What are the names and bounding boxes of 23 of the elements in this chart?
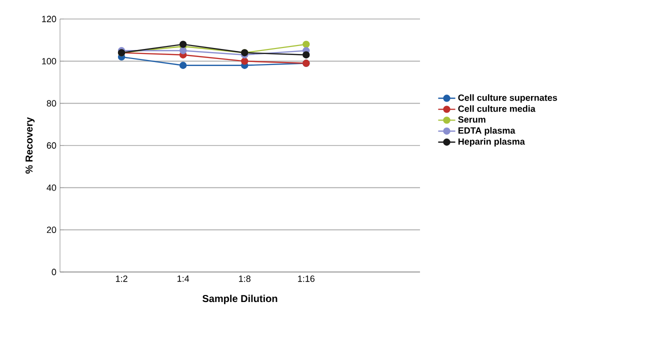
legend-label: Cell culture supernates	[458, 94, 558, 103]
x-axis-title: Sample Dilution	[202, 294, 278, 304]
legend-label: Serum	[458, 116, 486, 123]
x-tick-label: 1:4	[178, 276, 190, 282]
y-tick-label: 0	[52, 268, 56, 276]
x-tick-label: 1:2	[116, 276, 128, 282]
y-tick-label: 120	[42, 16, 56, 22]
legend-label: Heparin plasma	[458, 138, 525, 146]
point	[302, 40, 310, 48]
legend-label: EDTA plasma	[458, 127, 516, 136]
point	[302, 51, 310, 58]
y-tick-label: 40	[46, 184, 56, 191]
y-tick-label: 20	[46, 226, 56, 234]
point	[179, 62, 187, 69]
x-tick-label: 1:16	[298, 276, 315, 282]
y-tick-label: 100	[42, 58, 56, 64]
y-axis-title: % Recovery	[26, 117, 35, 174]
legend-label: Cell culture media	[458, 105, 536, 112]
point	[179, 47, 187, 54]
y-tick-label: 80	[46, 100, 56, 107]
y-tick-label: 60	[46, 142, 56, 149]
point	[241, 58, 248, 65]
x-tick-label: 1:8	[239, 276, 250, 282]
